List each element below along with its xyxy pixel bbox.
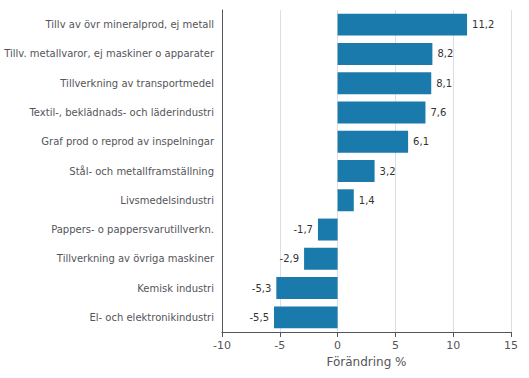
svg-text:Stål- och metallframställning: Stål- och metallframställning [69, 165, 214, 177]
svg-text:Graf prod o reprod av inspelni: Graf prod o reprod av inspelningar [41, 136, 215, 147]
svg-text:1,4: 1,4 [359, 195, 375, 206]
svg-text:5: 5 [392, 339, 399, 352]
svg-text:15: 15 [504, 339, 518, 352]
svg-text:3,2: 3,2 [380, 166, 396, 177]
svg-text:Livsmedelsindustri: Livsmedelsindustri [120, 195, 214, 206]
svg-text:-1,7: -1,7 [293, 224, 313, 235]
svg-text:Tillverkning av övriga maskine: Tillverkning av övriga maskiner [56, 253, 215, 264]
svg-text:Tillv av övr mineralprod, ej m: Tillv av övr mineralprod, ej metall [45, 19, 214, 30]
svg-text:11,2: 11,2 [472, 19, 494, 30]
svg-text:Pappers- o pappersvarutillverk: Pappers- o pappersvarutillverkn. [51, 224, 214, 235]
svg-text:6,1: 6,1 [413, 136, 429, 147]
svg-text:Tillv. metallvaror, ej maskine: Tillv. metallvaror, ej maskiner o appara… [3, 48, 215, 59]
svg-text:-10: -10 [213, 339, 231, 352]
svg-text:10: 10 [446, 339, 460, 352]
svg-text:-2,9: -2,9 [280, 253, 300, 264]
svg-text:-5: -5 [274, 339, 285, 352]
svg-text:8,2: 8,2 [437, 48, 453, 59]
svg-text:El- och elektronikindustri: El- och elektronikindustri [89, 312, 214, 323]
svg-text:Kemisk industri: Kemisk industri [137, 283, 214, 294]
svg-text:0: 0 [334, 339, 341, 352]
svg-text:8,1: 8,1 [436, 78, 452, 89]
svg-text:Förändring %: Förändring % [326, 355, 406, 369]
svg-text:-5,3: -5,3 [252, 283, 272, 294]
svg-text:Tillverkning av transportmedel: Tillverkning av transportmedel [59, 78, 214, 89]
svg-text:Textil-, beklädnads- och läder: Textil-, beklädnads- och läderindustri [28, 107, 214, 118]
svg-text:7,6: 7,6 [430, 107, 446, 118]
svg-text:-5,5: -5,5 [250, 312, 270, 323]
